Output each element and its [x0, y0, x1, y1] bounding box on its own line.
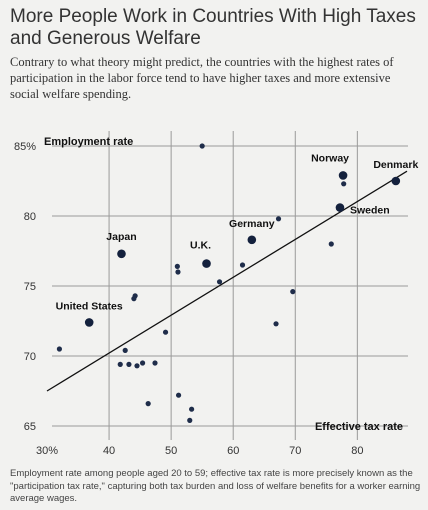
data-point: [175, 269, 181, 275]
data-point: [117, 361, 123, 367]
trend-line: [46, 170, 408, 392]
data-point: [131, 296, 137, 302]
x-tick-label: 70: [289, 445, 301, 457]
point-label: Norway: [311, 152, 349, 164]
y-tick-label: 75: [24, 281, 36, 293]
y-axis-label: Employment rate: [44, 136, 133, 148]
x-tick-label: 60: [227, 445, 239, 457]
data-point: [341, 181, 347, 187]
label-layer: Denmark Norway Sweden Germany U.K. Japan Unite…: [56, 152, 419, 312]
x-axis-label: Effective tax rate: [315, 421, 403, 433]
chart-title: More People Work in Countries With High …: [10, 6, 416, 49]
data-point: [328, 241, 334, 247]
y-tick-label: 70: [24, 351, 36, 363]
data-point: [174, 263, 180, 269]
data-point: [162, 329, 169, 335]
data-point: [134, 363, 140, 369]
data-point: [145, 401, 151, 407]
data-point: [275, 216, 282, 222]
point-label: Denmark: [373, 159, 418, 171]
point-label: Germany: [229, 218, 275, 230]
data-point: [216, 279, 223, 285]
chart-subtitle: Contrary to what theory might predict, t…: [10, 55, 394, 101]
data-point: [175, 392, 182, 398]
point-layer: [56, 143, 401, 423]
data-point: [122, 347, 128, 353]
data-point-united-states: [84, 318, 94, 327]
data-point-norway: [338, 171, 348, 180]
data-point: [199, 143, 205, 149]
data-point: [152, 360, 158, 366]
point-label: U.K.: [190, 240, 211, 252]
data-point: [139, 360, 146, 366]
point-label: United States: [56, 300, 123, 312]
y-tick-label: 80: [24, 211, 36, 223]
data-point-germany: [247, 235, 257, 245]
y-tick-label: 85%: [14, 141, 36, 153]
trend-layer: [46, 170, 408, 392]
data-point: [189, 406, 195, 412]
y-tick-label: 65: [24, 421, 36, 433]
point-label: Sweden: [350, 205, 390, 217]
data-point: [126, 361, 132, 367]
x-tick-label: 40: [103, 445, 115, 457]
data-point-japan: [117, 249, 126, 259]
data-point: [187, 417, 193, 423]
data-point-denmark: [391, 176, 401, 186]
chart-footnote: Employment rate among people aged 20 to …: [10, 468, 421, 504]
grid-layer: [52, 131, 408, 440]
x-tick-label: 80: [351, 445, 363, 457]
data-point: [273, 321, 279, 327]
x-tick-label: 30%: [36, 445, 58, 457]
data-point: [56, 346, 63, 352]
data-point: [239, 262, 246, 268]
data-point-u-k-: [202, 259, 211, 268]
point-label: Japan: [106, 231, 136, 243]
data-point-sweden: [335, 203, 345, 212]
x-tick-label: 50: [165, 445, 177, 457]
tick-layer: 30% 40 50 60 70 80 85% 80 75 70 65: [14, 141, 364, 457]
data-point: [290, 289, 296, 295]
scatter-chart: Denmark Norway Sweden Germany U.K. Japan Unite…: [14, 131, 419, 457]
